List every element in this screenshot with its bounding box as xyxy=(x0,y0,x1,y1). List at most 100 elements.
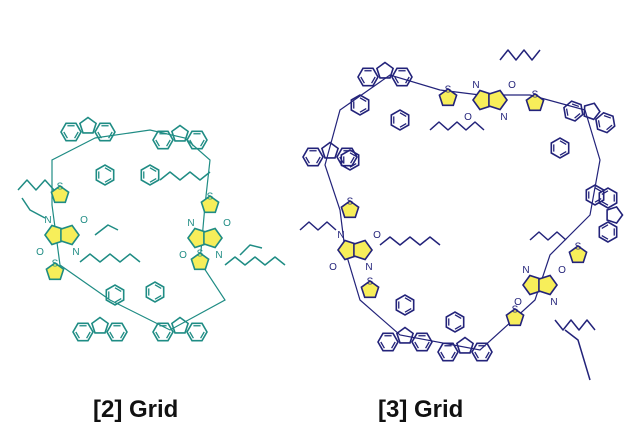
double-bond xyxy=(594,198,602,203)
alkyl-chain xyxy=(224,256,286,266)
double-bond xyxy=(155,331,160,339)
benzene-ring xyxy=(186,130,208,150)
macrocycle-backbone xyxy=(324,74,601,351)
double-bond xyxy=(597,120,601,128)
thiophene-ring xyxy=(525,93,545,112)
double-bond xyxy=(565,108,569,116)
phenyl-ring xyxy=(340,149,360,171)
lactam-ring-right xyxy=(353,239,373,261)
double-bond xyxy=(316,156,321,164)
sulfur-atom-label: S xyxy=(512,305,519,316)
double-bond xyxy=(104,178,112,183)
double-bond xyxy=(114,287,122,292)
double-bond xyxy=(154,284,162,289)
double-bond xyxy=(166,331,171,339)
fluorene-unit xyxy=(357,61,413,87)
oxygen-atom-label: O xyxy=(464,112,472,123)
oxygen-atom-label: O xyxy=(508,80,516,91)
double-bond xyxy=(155,139,160,147)
benzene-ring xyxy=(60,122,82,142)
benzene-ring xyxy=(357,67,379,87)
double-bond xyxy=(594,187,602,192)
fluorene-unit xyxy=(437,336,493,362)
thiophene-ring xyxy=(200,195,220,214)
oxygen-atom-label: O xyxy=(373,230,381,241)
five-ring xyxy=(606,205,624,225)
dpp-core: N N O O xyxy=(179,218,231,261)
five-ring xyxy=(375,61,395,79)
double-bond xyxy=(399,123,407,128)
five-ring xyxy=(583,102,601,121)
double-bond xyxy=(425,341,430,349)
double-bond xyxy=(380,341,385,349)
macrocycle-backbone xyxy=(51,129,226,331)
double-bond xyxy=(360,76,365,84)
thiophene-ring xyxy=(45,262,65,281)
double-bond xyxy=(574,113,581,119)
double-bond xyxy=(149,167,157,172)
double-bond xyxy=(440,351,445,359)
sulfur-atom-label: S xyxy=(52,259,59,270)
oxygen-atom-label: O xyxy=(223,218,231,229)
double-bond xyxy=(454,325,462,330)
benzene-ring xyxy=(437,342,459,362)
alkyl-chain xyxy=(79,253,141,263)
benzene-ring xyxy=(106,322,128,342)
double-bond xyxy=(485,351,490,359)
double-bond xyxy=(404,308,412,313)
fluorene-unit xyxy=(60,116,116,142)
double-bond xyxy=(359,108,367,113)
sulfur-atom-label: S xyxy=(57,182,64,193)
phenyl-ring xyxy=(105,284,125,306)
oxygen-atom-label: O xyxy=(514,297,522,308)
alkyl-chain xyxy=(554,319,596,331)
sulfur-atom-label: S xyxy=(445,85,452,96)
benzene-ring xyxy=(377,332,399,352)
oxygen-atom-label: O xyxy=(36,247,44,258)
double-bond xyxy=(114,298,122,303)
dpp-core: N N O O xyxy=(464,80,516,123)
nitrogen-atom-label: N xyxy=(337,230,344,241)
double-bond xyxy=(149,178,157,183)
double-bond xyxy=(349,163,357,168)
double-bond xyxy=(359,97,367,102)
thiophene-ring xyxy=(505,308,525,327)
double-bond xyxy=(404,297,412,302)
double-bond xyxy=(75,331,80,339)
nitrogen-atom-label: N xyxy=(500,112,507,123)
thiophene-ring xyxy=(360,280,380,299)
double-bond xyxy=(391,341,396,349)
double-bond xyxy=(399,112,407,117)
fluorene-unit xyxy=(598,187,624,243)
thiophene-ring xyxy=(340,200,360,219)
double-bond xyxy=(559,151,567,156)
alkyl-chain xyxy=(564,329,591,381)
double-bond xyxy=(451,351,456,359)
nitrogen-atom-label: N xyxy=(365,262,372,273)
phenyl-ring xyxy=(145,281,165,303)
five-ring xyxy=(170,316,190,334)
phenyl-ring xyxy=(585,184,605,206)
grid-3-label: [3] Grid xyxy=(378,396,464,423)
five-ring xyxy=(90,316,110,334)
thiophene-ring xyxy=(190,252,210,271)
benzene-ring xyxy=(186,322,208,342)
sulfur-atom-label: S xyxy=(347,197,354,208)
dpp-core: N N O O xyxy=(514,265,566,308)
nitrogen-atom-label: N xyxy=(44,215,51,226)
fluorene-unit xyxy=(72,316,128,342)
double-bond xyxy=(394,76,399,84)
thiophene-ring xyxy=(438,88,458,107)
sulfur-atom-label: S xyxy=(207,192,214,203)
lactam-ring-right xyxy=(203,227,223,249)
double-bond xyxy=(104,167,112,172)
oxygen-atom-label: O xyxy=(179,250,187,261)
alkyl-chain xyxy=(94,224,119,236)
double-bond xyxy=(97,131,102,139)
fluorene-unit xyxy=(152,124,208,150)
double-bond xyxy=(305,156,310,164)
lactam-ring-right xyxy=(488,89,508,111)
double-bond xyxy=(571,103,580,108)
